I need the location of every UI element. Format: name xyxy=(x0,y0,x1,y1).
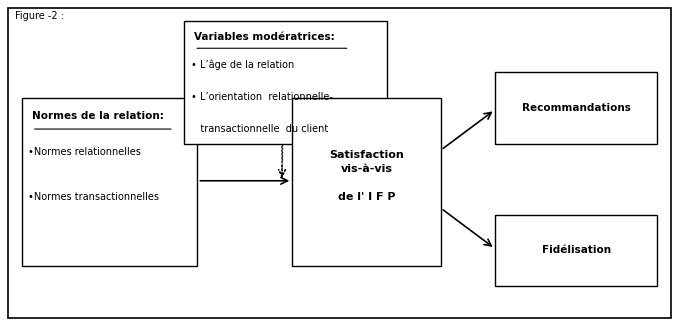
Text: Normes de la relation:: Normes de la relation: xyxy=(32,111,164,121)
FancyBboxPatch shape xyxy=(292,98,441,266)
Text: • L’orientation  relationnelle-: • L’orientation relationnelle- xyxy=(191,92,333,102)
Text: transactionnelle  du client: transactionnelle du client xyxy=(191,124,328,134)
Text: Satisfaction
vis-à-vis

de l' I F P: Satisfaction vis-à-vis de l' I F P xyxy=(329,150,404,202)
FancyBboxPatch shape xyxy=(495,215,657,286)
FancyBboxPatch shape xyxy=(22,98,198,266)
Text: Variables modératrices:: Variables modératrices: xyxy=(194,32,335,42)
FancyBboxPatch shape xyxy=(8,8,671,318)
Text: Recommandations: Recommandations xyxy=(521,103,631,113)
Text: Figure -2 :: Figure -2 : xyxy=(15,11,64,21)
Text: • L’âge de la relation: • L’âge de la relation xyxy=(191,60,294,70)
Text: •Normes relationnelles: •Normes relationnelles xyxy=(29,147,141,157)
FancyBboxPatch shape xyxy=(184,21,387,144)
FancyBboxPatch shape xyxy=(495,72,657,144)
Text: Fidélisation: Fidélisation xyxy=(542,245,610,255)
Text: •Normes transactionnelles: •Normes transactionnelles xyxy=(29,192,160,202)
